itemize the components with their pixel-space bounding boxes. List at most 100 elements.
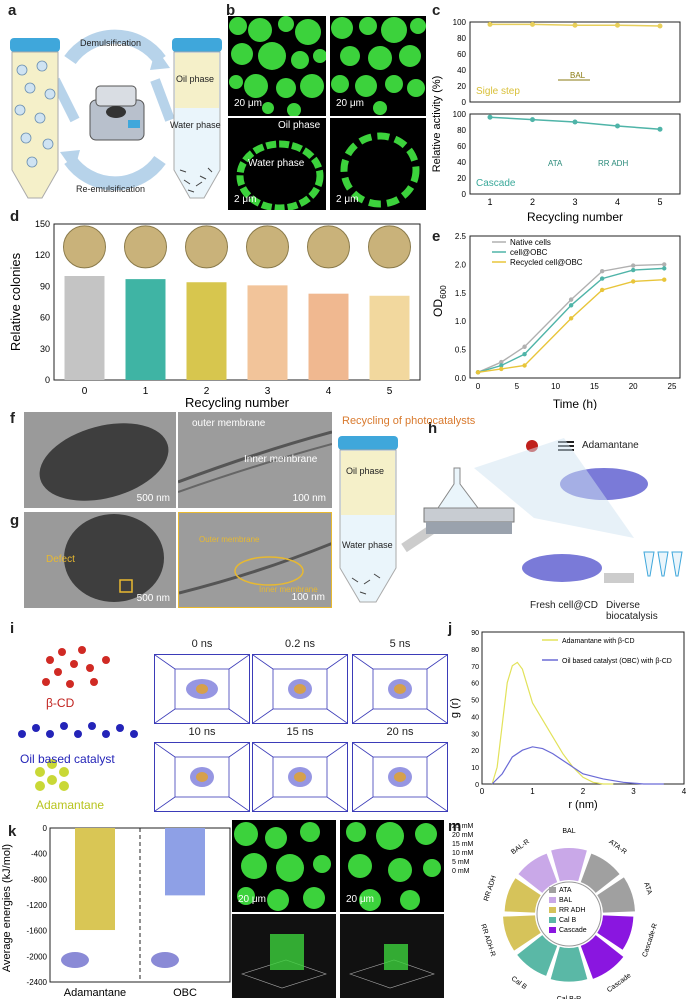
y-tick-label: 0 [462,190,467,199]
y-tick-label: 90 [40,281,50,291]
inner-membrane-g: Inner membrane [259,585,318,594]
scale-label: 20 mM [452,832,474,839]
radial-bar [517,935,558,976]
data-point [662,262,667,267]
panel-label-d: d [10,208,20,225]
inner-membrane-f: Inner membrane [244,454,318,465]
droplets-l-right [346,822,441,911]
data-point [657,126,663,132]
data-point [662,266,667,271]
micrograph-bottom-left: Oil phase Water phase 2 μm [228,118,326,210]
ata-label: ATA [548,159,563,168]
tem-g-left: Defect 500 nm [24,512,176,608]
cell-illustration [151,952,179,968]
md-time-label: 15 ns [286,726,314,738]
md-snapshot-box [154,742,250,812]
tem-f-right: outer membrane Inner membrane 100 nm [178,412,332,508]
k-axes: 0 -400 -800 -1200 -1600 -2000 -2400 Adamantane O… [1,824,231,999]
legend-label: Adamantane with β-CD [562,638,635,645]
stack-3d-left [241,934,327,989]
panel-label-i: i [10,620,15,637]
defect-label: Defect [46,554,75,565]
radial-bar [504,878,541,913]
category-label: Cascade-R [642,923,659,958]
radial-bar [550,946,588,982]
data-point [499,363,504,368]
data-point [487,114,493,120]
x-axis-label: r (nm) [568,799,597,811]
bar [247,285,288,380]
x-axis-label: Recycling number [185,395,290,410]
x-tick-label: 25 [668,382,677,391]
legend-swatch [549,917,556,923]
y-tick-label: 100 [453,110,467,119]
radial-bar [518,853,558,893]
y-tick-label: 120 [35,250,50,260]
colony-plate [185,225,228,269]
y-tick-label: 40 [471,714,479,721]
y-tick-label: 150 [35,219,50,229]
micrograph-l-3d-left [232,914,336,998]
x-tick-label: 2 [581,787,586,796]
category-label: Cascade [606,972,633,994]
y-tick-label: 60 [40,313,50,323]
md-time-label: 10 ns [188,726,216,738]
bar [165,828,205,896]
bar [308,293,349,380]
scale-bar-b1: 20 μm [234,98,262,109]
radial-bar [597,915,634,950]
x-tick-label: 2 [530,197,535,207]
md-time-label: 5 ns [389,638,411,650]
data-point [572,22,578,28]
y-tick-label: 60 [457,50,466,59]
x-tick-label: 4 [326,386,332,397]
data-point [487,21,493,27]
axes-frame [53,223,421,381]
outer-membrane-g: Outer membrane [199,535,260,544]
x-tick-label: 15 [590,382,599,391]
panel-label-c: c [432,2,441,19]
data-point [599,287,605,293]
md-time-label: 0 ns [191,638,213,650]
data-point [568,316,574,321]
y-tick-label: -2000 [27,952,48,961]
panel-m-chart: BAL ATA-R ATA Cascade-R Cascade Cal B-R Cal B R… [452,823,659,999]
y-tick-label: 70 [471,664,479,671]
x-tick-label: Adamantane [64,987,126,999]
bcd-molecule [42,646,110,688]
legend-label: BAL [559,897,572,904]
x-tick-label: 5 [387,386,393,397]
y-tick-label: -400 [31,850,48,859]
oil-phase-label-h: Oil phase [346,466,385,476]
diverse-biocatalysis-label: Diverse biocatalysis [606,600,658,622]
scale-label: 15 mM [452,841,474,848]
bar [369,295,410,380]
y-tick-label: 80 [457,126,466,135]
stack-3d-right [349,944,435,989]
md-snapshot-box [252,742,348,812]
scale-label: 5 mM [452,859,470,866]
md-snapshot-box [154,654,250,724]
legend-label: ATA [559,887,572,894]
radial-bar [551,848,587,882]
legend-label: Native cells [510,238,551,247]
y-tick-label: 40 [457,66,466,75]
radial-bar [597,877,635,913]
x-tick-label: 1 [530,787,535,796]
obc-label: Oil based catalyst [20,752,115,766]
x-tick-label: 4 [615,197,620,207]
category-label: BAL-R [510,838,531,856]
x-tick-label: 3 [631,787,636,796]
y-axis-subscript: 600 [439,285,448,299]
fresh-cell-label: Fresh cell@CD [530,600,598,611]
data-point [572,119,578,125]
panel-label-g: g [10,512,20,529]
y-tick-label: 2.5 [455,232,467,241]
x-tick-label: 10 [551,382,560,391]
j-axes: 0 10 20 30 40 50 60 70 80 90 0 1 2 3 4 Adamantane with … [449,630,687,811]
scale-label: 10 mM [452,850,474,857]
category-label: ATA-R [607,839,627,856]
data-point [530,117,535,123]
y-tick-label: 10 [471,765,479,772]
scale-bar-b4: 2 μm [336,194,359,205]
